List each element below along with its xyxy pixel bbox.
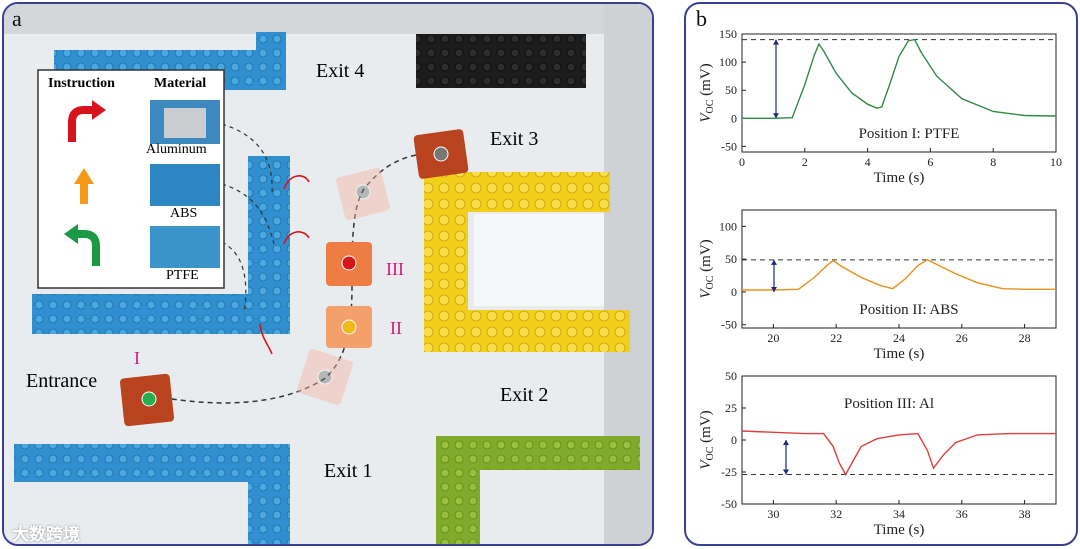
chart-1-frame (741, 33, 1057, 153)
chart-1-ytick-label: 0 (731, 111, 737, 125)
chart-2-ytick-label: 50 (725, 252, 737, 266)
chart-2-ytick-label: -50 (721, 318, 737, 332)
robot-exit3 (413, 129, 469, 179)
chart-3-xlabel: Time (s) (874, 522, 925, 538)
robot-ghost-1 (297, 349, 353, 405)
blue-wall-bottom (14, 444, 290, 544)
label-exit-1: Exit 1 (324, 460, 373, 482)
chart-1-xtick-label: 2 (802, 155, 808, 169)
blue-wall-middle (32, 156, 290, 334)
chart-2-series-line (742, 259, 1056, 291)
robot-entrance (120, 373, 174, 427)
label-exit-3: Exit 3 (490, 128, 539, 150)
chart-3-xtick-label: 38 (1019, 507, 1031, 521)
robot-path (153, 151, 440, 404)
panel-b-voltage-plots: b -50 0 50 100 150 0 2 4 6 8 10 Position I: PTFE Tim… (684, 2, 1078, 546)
chart-1-ylabel: VOC (mV) (698, 63, 716, 122)
yellow-wall (424, 172, 630, 352)
chart-3-ytick-label: 25 (725, 401, 737, 415)
panel-a-maze-photo: a Instruction Material Aluminum ABS PTFE… (2, 2, 654, 546)
chart-3-ytick-label: -25 (721, 465, 737, 479)
chart-1-ytick-label: -50 (721, 139, 737, 153)
chart-1-xtick-label: 4 (865, 155, 871, 169)
chart-1-ytick-label: 150 (719, 27, 737, 41)
chart-1-annotation: Position I: PTFE (859, 126, 960, 142)
legend-material-abs: ABS (170, 206, 198, 221)
chart-3-series-line (741, 430, 1056, 477)
panel-b-letter: b (696, 6, 707, 31)
chart-2-ylabel: VOC (mV) (698, 239, 716, 298)
chart-3-annotation: Position III: Al (844, 396, 934, 412)
turn-left-arrow-icon (76, 230, 100, 266)
chart-1-series-line (742, 38, 1057, 119)
green-wall (436, 436, 640, 544)
legend-instruction-header: Instruction (48, 76, 115, 91)
chart-1-xtick-label: 8 (990, 155, 996, 169)
chart-2-annotation: Position II: ABS (859, 302, 958, 318)
chart-2-arrowhead-top (771, 259, 777, 265)
chart-2-xtick-label: 22 (830, 331, 842, 345)
chart-3-ytick-label: 50 (725, 369, 737, 383)
legend-material-ptfe: PTFE (166, 268, 199, 283)
chart-1-arrowhead-top (773, 39, 779, 45)
chart-2-xlabel: Time (s) (874, 346, 925, 362)
chart-2-xtick-label: 26 (956, 331, 968, 345)
legend-material-header: Material (154, 76, 207, 91)
chart-2-xtick-label: 28 (1019, 331, 1031, 345)
label-position-1: I (134, 348, 140, 368)
robot-ghost-2 (336, 167, 390, 221)
turn-right-arrow-icon (68, 106, 94, 142)
black-block (416, 34, 586, 88)
chart-2-ytick-label: 0 (731, 285, 737, 299)
chart-3-arrowhead-top (783, 469, 789, 475)
legend-material-aluminum: Aluminum (146, 142, 207, 157)
chart-3-xtick-label: 30 (767, 507, 779, 521)
chart-3-arrowhead-bottom (783, 440, 789, 445)
chart-3-ytick-label: 0 (731, 433, 737, 447)
chart-3-xtick-label: 32 (830, 507, 842, 521)
chart-2-ytick-label: 100 (719, 219, 737, 233)
chart-1-xtick-label: 10 (1050, 155, 1062, 169)
chart-3-xtick-label: 34 (893, 507, 905, 521)
chart-1-ytick-label: 50 (725, 83, 737, 97)
chart-3-ytick-label: -50 (721, 497, 737, 511)
robot-position-2 (326, 306, 372, 348)
chart-2-xtick-label: 24 (893, 331, 905, 345)
maze-illustration (4, 4, 652, 544)
legend-inset (37, 69, 225, 289)
label-exit-4: Exit 4 (316, 60, 365, 82)
chart-1-arrowhead-bottom (773, 113, 779, 119)
robot-position-3 (326, 242, 372, 286)
chart-1-xtick-label: 0 (739, 155, 745, 169)
chart-3-xtick-label: 36 (956, 507, 968, 521)
chart-1-xtick-label: 6 (927, 155, 933, 169)
chart-2-arrowhead-bottom (771, 286, 777, 292)
label-position-3: III (386, 259, 404, 279)
chart-1-xlabel: Time (s) (874, 170, 925, 186)
chart-2-xtick-label: 20 (767, 331, 779, 345)
label-entrance: Entrance (26, 370, 98, 392)
watermark-text: 大数跨境 (12, 525, 80, 545)
chart-1-ytick-label: 100 (719, 55, 737, 69)
label-exit-2: Exit 2 (500, 384, 549, 406)
chart-3-ylabel: VOC (mV) (698, 410, 716, 469)
panel-a-letter: a (12, 6, 22, 31)
label-position-2: II (390, 318, 402, 338)
